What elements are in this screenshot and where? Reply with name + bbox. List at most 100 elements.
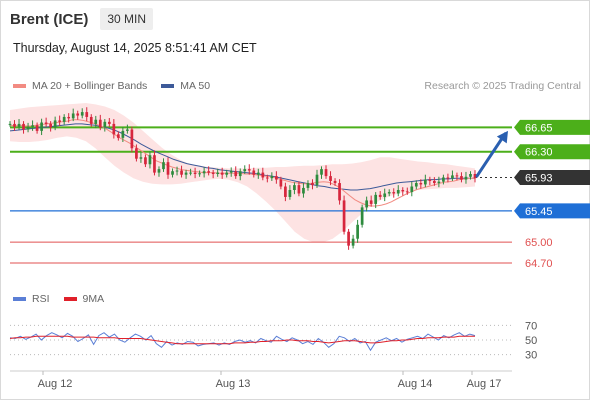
candle-body xyxy=(365,200,369,208)
candle-body xyxy=(17,123,21,127)
candle-body xyxy=(67,116,71,119)
level-tag-label: 65.45 xyxy=(525,206,553,218)
candle-body xyxy=(207,171,210,173)
candle-body xyxy=(144,157,147,165)
candle-body xyxy=(387,192,391,194)
candle-body xyxy=(243,169,247,172)
candle-body xyxy=(338,183,341,201)
candle-body xyxy=(428,179,432,181)
legend-rsi: RSI xyxy=(13,293,50,305)
level-tag: 65.93 xyxy=(514,169,590,185)
level-tag: 66.65 xyxy=(514,119,590,135)
level-tag-shape xyxy=(514,169,590,185)
candle-body xyxy=(265,177,269,179)
candle-body xyxy=(135,148,138,159)
candle-body xyxy=(460,176,463,180)
level-tag-shape xyxy=(514,119,590,135)
candle-body xyxy=(369,200,373,204)
chart-header: Brent (ICE) 30 MIN xyxy=(10,8,154,30)
candle-body xyxy=(22,123,25,130)
candle-body xyxy=(211,172,215,174)
candle-body xyxy=(351,238,355,246)
level-tag-shape xyxy=(514,203,590,219)
candle-body xyxy=(405,191,409,193)
candle-body xyxy=(383,193,387,197)
candle-body xyxy=(293,185,296,190)
candle-body xyxy=(270,176,274,179)
candle-body xyxy=(410,186,414,193)
rsi-tick-label: 50 xyxy=(525,335,537,347)
candle-body xyxy=(175,170,179,172)
candle-body xyxy=(234,171,238,177)
candle-body xyxy=(423,179,427,185)
forecast-arrow-shaft xyxy=(475,132,507,178)
candle-body xyxy=(139,157,143,159)
candle-body xyxy=(297,185,301,194)
legend-ma9-label: 9MA xyxy=(82,293,105,305)
level-tag-label: 66.65 xyxy=(525,122,553,134)
candle-body xyxy=(446,177,450,179)
candle-body xyxy=(320,169,323,175)
candle-body xyxy=(252,170,256,175)
candle-body xyxy=(311,183,314,186)
chart-datetime: Thursday, August 14, 2025 8:51:41 AM CET xyxy=(13,41,257,55)
candle-body xyxy=(53,120,57,128)
candle-body xyxy=(116,134,120,138)
rsi-tick-label: 30 xyxy=(525,350,537,362)
candle-body xyxy=(378,194,382,197)
candle-body xyxy=(89,116,93,124)
candle-body xyxy=(162,162,165,170)
candle-body xyxy=(229,171,233,173)
x-tick-label: Aug 14 xyxy=(398,378,433,390)
candle-body xyxy=(107,121,111,124)
forecast-arrow-head xyxy=(496,130,508,144)
candle-body xyxy=(157,169,161,173)
candle-body xyxy=(302,187,305,194)
ma50-line xyxy=(9,123,475,191)
candle-body xyxy=(148,155,152,165)
candle-body xyxy=(414,183,418,187)
ma9-swatch xyxy=(63,297,77,301)
candle-body xyxy=(198,173,201,175)
level-tag: 65.45 xyxy=(514,203,590,219)
legend-ma50-label: MA 50 xyxy=(180,80,211,92)
candle-body xyxy=(455,175,459,177)
candle-body xyxy=(238,171,242,177)
candle-body xyxy=(103,121,107,128)
legend-ma9: 9MA xyxy=(63,293,105,305)
candle-body xyxy=(356,224,359,239)
candle-body xyxy=(121,130,125,138)
level-tag-shape xyxy=(514,144,590,160)
timeframe-button[interactable]: 30 MIN xyxy=(100,8,154,30)
legend-ma50: MA 50 xyxy=(161,80,210,92)
candle-body xyxy=(333,180,337,184)
ma50-swatch xyxy=(161,84,175,88)
candle-body xyxy=(13,123,16,127)
candle-body xyxy=(180,170,183,175)
candle-body xyxy=(324,169,328,177)
instrument-title: Brent (ICE) xyxy=(10,10,89,28)
candle-body xyxy=(216,172,220,174)
candle-body xyxy=(44,122,48,124)
candle-body xyxy=(329,176,332,181)
level-label: 64.70 xyxy=(525,258,553,270)
candle-body xyxy=(275,176,278,180)
candle-body xyxy=(437,181,441,184)
candle-body xyxy=(284,186,287,197)
candle-body xyxy=(396,190,400,194)
legend-rsi-label: RSI xyxy=(32,293,50,305)
x-tick-label: Aug 13 xyxy=(216,378,251,390)
candle-body xyxy=(347,231,350,246)
candle-body xyxy=(288,190,292,197)
candle-body xyxy=(202,171,206,174)
candle-body xyxy=(315,174,319,186)
candle-body xyxy=(469,174,472,177)
rsi-tick-label: 70 xyxy=(525,320,537,332)
level-tag-label: 65.93 xyxy=(525,172,553,184)
candle-body xyxy=(279,179,283,187)
candle-body xyxy=(153,155,156,173)
candle-body xyxy=(76,113,80,116)
candle-body xyxy=(126,129,129,131)
candle-body xyxy=(98,119,102,128)
